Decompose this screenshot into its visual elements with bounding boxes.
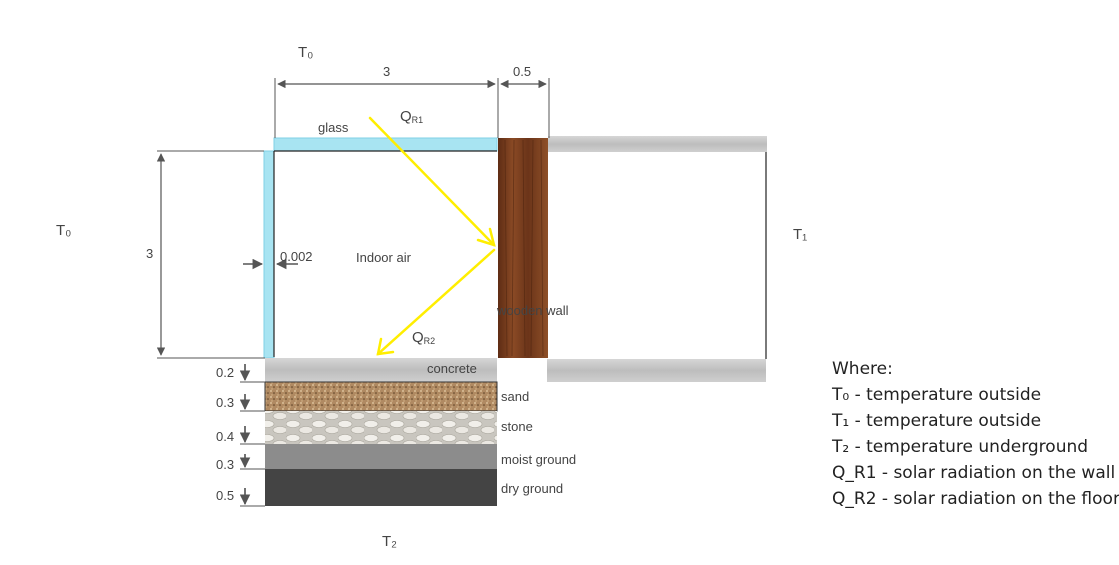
layer-name-sand: sand	[501, 389, 529, 404]
legend-item-t0: T₀ - temperature outside	[832, 385, 1042, 405]
label-glass: glass	[318, 120, 349, 135]
dim-glass-label: 0.002	[280, 249, 313, 264]
legend-item-t2: T₂ - temperature underground	[832, 437, 1089, 457]
label-concrete: concrete	[427, 361, 477, 376]
legend-item-t1: T₁ - temperature outside	[832, 411, 1042, 431]
layer-thickness-1: 0.2	[216, 365, 234, 380]
ray-qr2	[376, 248, 496, 356]
layer-sand	[264, 381, 498, 412]
layer-concrete	[265, 358, 497, 382]
label-indoor-air: Indoor air	[356, 250, 412, 265]
layer-name-moist-ground: moist ground	[501, 452, 576, 467]
legend-item-qr2: Q_R2 - solar radiation on the floor	[832, 489, 1119, 509]
layer-thickness-2: 0.3	[216, 395, 234, 410]
legend: Where: T₀ - temperature outside T₁ - tem…	[832, 356, 1119, 512]
layer-stone	[265, 411, 497, 444]
layer-moist-ground	[265, 444, 497, 469]
label-t0-left: T₀	[56, 222, 71, 239]
label-qr1: QR1	[400, 108, 423, 125]
glass-wall	[263, 150, 275, 359]
layer-thickness-5: 0.5	[216, 488, 234, 503]
glass-roof	[273, 137, 498, 152]
legend-item-qr1: Q_R1 - solar radiation on the wall	[832, 463, 1116, 483]
ray-qr1	[368, 116, 496, 247]
layer-thickness-3: 0.4	[216, 429, 234, 444]
label-t1: T₁	[793, 226, 807, 243]
dim-height-label: 3	[146, 246, 153, 261]
right-roof-slab	[548, 136, 767, 152]
label-wooden-wall: wooden wall	[496, 303, 569, 318]
layer-thickness-4: 0.3	[216, 457, 234, 472]
dim-wall-label: 0.5	[513, 64, 531, 79]
layer-name-dry-ground: dry ground	[501, 481, 563, 496]
label-t0-top: T₀	[298, 44, 313, 61]
dim-width-label: 3	[383, 64, 390, 79]
legend-title: Where:	[832, 359, 893, 379]
layer-dry-ground	[265, 469, 497, 506]
right-floor-slab	[547, 359, 766, 382]
label-qr2: QR2	[412, 329, 435, 346]
layer-name-stone: stone	[501, 419, 533, 434]
label-t2: T₂	[382, 533, 397, 550]
